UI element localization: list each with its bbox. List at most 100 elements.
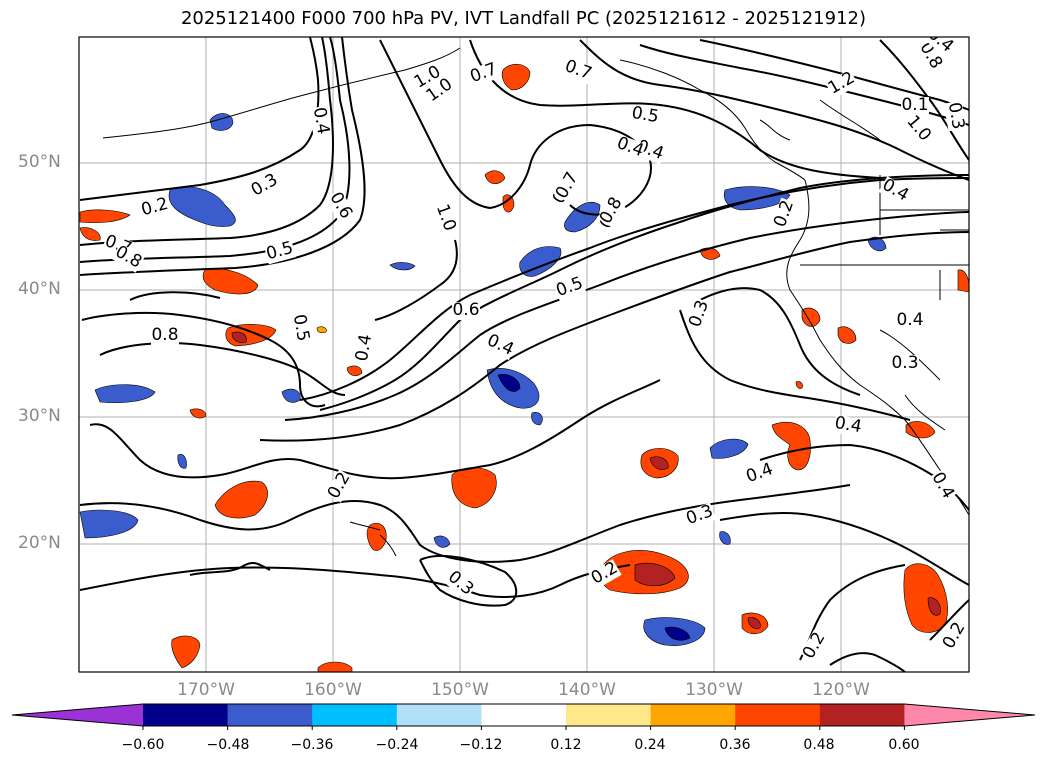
lat-label-40: 40°N <box>18 279 61 299</box>
contour-label-bg <box>561 57 595 85</box>
contour-label-bg <box>896 312 924 330</box>
plot-frame <box>78 36 970 673</box>
colorbar-tick-label: −0.48 <box>206 737 250 753</box>
colorbar-tick-label: −0.12 <box>459 737 503 753</box>
lon-label-160w: 160°W <box>304 680 362 700</box>
contour-label: 0.4 <box>896 310 923 330</box>
lon-label-170w: 170°W <box>177 680 235 700</box>
contour-label-bg <box>683 502 717 530</box>
pv-contours <box>79 37 969 672</box>
colorbar-tick-label: −0.60 <box>121 737 165 753</box>
lat-label-30: 30°N <box>18 406 61 426</box>
contour-label-bg <box>878 176 912 206</box>
contour-label-bg <box>308 105 332 137</box>
colorbar-tick-label: −0.36 <box>290 737 334 753</box>
colorbar-segment <box>312 704 398 726</box>
colorbar-tick-label: −0.24 <box>375 737 419 753</box>
colorbar-tick-label: 0.12 <box>550 737 582 753</box>
contour-label: 0.6 <box>325 189 356 222</box>
contour-label-bg <box>553 274 587 302</box>
contour-label-bg <box>597 194 627 228</box>
contour-label: 0.4 <box>352 333 376 363</box>
contour-label-bg <box>443 568 477 600</box>
contour-label: 0.3 <box>248 170 281 201</box>
colorbar-tick-label: 0.48 <box>803 737 835 753</box>
contour-label-bg <box>325 189 355 223</box>
contour-label: 0.3 <box>944 101 968 131</box>
lon-label-140w: 140°W <box>558 680 616 700</box>
contour-label: 0.3 <box>891 353 918 373</box>
lat-label-50: 50°N <box>18 152 61 172</box>
lon-label-130w: 130°W <box>685 680 743 700</box>
colorbar-extend-min <box>12 704 143 726</box>
contour-label: 0.5 <box>289 313 313 343</box>
contour-label-bg <box>825 69 859 99</box>
contour-label-bg <box>452 302 480 320</box>
contour-label-bg <box>353 332 377 364</box>
plot-area: 1.00.70.71.01.20.80.40.50.40.70.80.30.20… <box>79 37 969 672</box>
contour-label-bg <box>915 39 945 73</box>
contour-label-bg <box>467 60 501 88</box>
contour-label-bg <box>264 239 296 265</box>
lon-label-120w: 120°W <box>812 680 870 700</box>
colorbar-segment <box>566 704 652 726</box>
contour-label: 0.4 <box>484 330 517 360</box>
colorbar-tick-label: 0.36 <box>719 737 751 753</box>
contour-label-bg <box>325 469 355 503</box>
contour-label-bg <box>411 63 445 93</box>
contour-label-bg <box>151 327 179 345</box>
map-title: 2025121400 F000 700 hPa PV, IVT Landfall… <box>180 8 867 29</box>
lon-label-150w: 150°W <box>431 680 489 700</box>
lat-label-20: 20°N <box>18 533 61 553</box>
contour-label-bg <box>111 243 145 273</box>
colorbar-segment <box>650 704 736 726</box>
contour-label: 0.2 <box>139 194 170 220</box>
positive-anomaly-fills <box>79 63 969 672</box>
gridlines <box>79 37 969 672</box>
contour-label-bg <box>686 297 714 331</box>
contour-label-bg <box>423 75 457 107</box>
contour-label-bg <box>832 414 864 438</box>
contour-label: 0.8 <box>151 325 178 345</box>
contour-label-bg <box>629 104 661 128</box>
contour-label: 0.1 <box>901 95 928 115</box>
colorbar-tick-label: 0.60 <box>888 737 920 753</box>
contour-label-bg <box>139 195 171 221</box>
contour-label-bg <box>288 312 312 344</box>
contour-label: 0.4 <box>833 413 863 437</box>
colorbar <box>11 703 1036 730</box>
colorbar-segment <box>481 704 567 726</box>
colorbar-segment <box>819 704 905 726</box>
contour-label-bg <box>771 197 799 231</box>
contour-label-bg <box>800 629 830 663</box>
contour-label: 0.2 <box>799 629 830 662</box>
negative-anomaly-fills <box>79 113 887 646</box>
contour-label: 0.6 <box>452 300 479 320</box>
colorbar-segment <box>143 704 229 726</box>
contour-label-bg <box>553 169 583 203</box>
contour-label-bg <box>923 37 957 57</box>
contour-label-bg <box>483 331 517 361</box>
contour-label: 0.4 <box>309 106 333 136</box>
colorbar-segment <box>396 704 482 726</box>
contour-label-bg <box>891 355 919 373</box>
colorbar-segment <box>735 704 821 726</box>
colorbar-tick-label: 0.24 <box>634 737 666 753</box>
contour-label-bg <box>248 171 282 201</box>
contour-label-bg <box>902 112 934 146</box>
contour-label-bg <box>901 97 929 115</box>
contour-label-bg <box>588 559 622 589</box>
contour-label-bg <box>940 619 969 653</box>
colorbar-extend-max <box>904 704 1035 726</box>
contour-label: 0.5 <box>264 238 295 264</box>
contour-label-bg <box>431 201 459 235</box>
contour-label-bg <box>613 134 647 162</box>
colorbar-segment <box>227 704 313 726</box>
contour-label: 1.0 <box>902 112 935 146</box>
contour-label-bg <box>943 100 967 132</box>
coastlines <box>102 47 969 557</box>
contour-label-bg <box>743 460 777 488</box>
contour-label: 0.5 <box>630 103 660 127</box>
contour-label-bg <box>927 469 957 503</box>
